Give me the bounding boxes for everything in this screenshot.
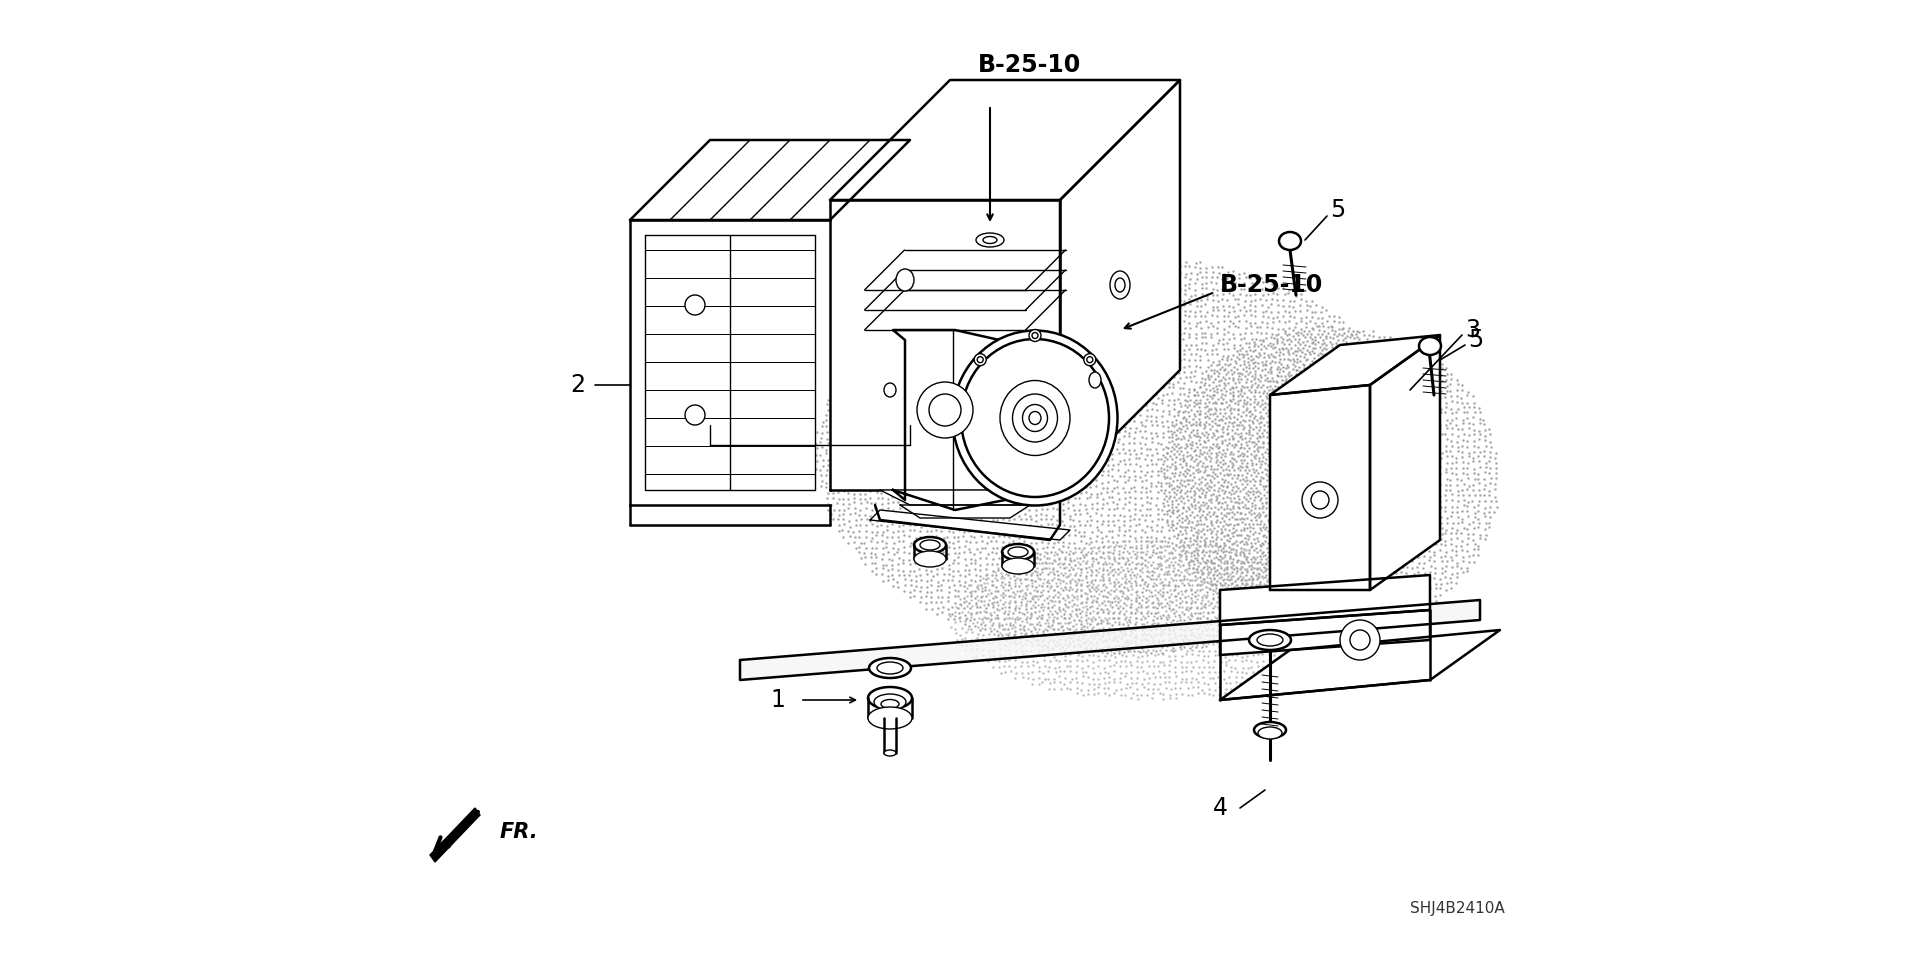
Polygon shape [1219,630,1500,700]
Circle shape [1029,330,1041,341]
Text: B-25-10: B-25-10 [979,53,1081,77]
Ellipse shape [1279,232,1302,250]
Polygon shape [900,505,1029,518]
Ellipse shape [1250,630,1290,650]
Ellipse shape [1008,547,1027,557]
Ellipse shape [952,331,1117,506]
Ellipse shape [1089,372,1100,388]
Polygon shape [1371,335,1440,590]
Circle shape [973,354,987,366]
Ellipse shape [1023,404,1048,431]
Circle shape [1302,482,1338,518]
Ellipse shape [1258,727,1283,739]
Ellipse shape [1002,544,1035,560]
Polygon shape [1219,610,1430,655]
Circle shape [929,394,962,426]
Ellipse shape [1000,380,1069,455]
Ellipse shape [874,694,906,710]
Polygon shape [630,140,910,220]
Text: 2: 2 [570,373,586,397]
Text: SHJ4B2410A: SHJ4B2410A [1411,901,1505,916]
Polygon shape [829,200,1060,490]
Ellipse shape [1002,558,1035,574]
Circle shape [685,405,705,425]
Ellipse shape [1254,722,1286,738]
Ellipse shape [868,707,912,729]
Polygon shape [430,808,480,862]
Circle shape [1350,630,1371,650]
Ellipse shape [1029,412,1041,424]
Ellipse shape [1110,271,1131,299]
Polygon shape [829,80,1181,200]
Circle shape [1311,491,1329,509]
Text: B-25-10: B-25-10 [1219,273,1323,297]
Polygon shape [739,600,1480,680]
Circle shape [977,356,983,363]
Ellipse shape [883,750,897,756]
Ellipse shape [975,233,1004,247]
Ellipse shape [920,540,941,550]
Polygon shape [1269,335,1440,395]
Text: 1: 1 [770,688,785,712]
Polygon shape [879,490,1050,505]
Circle shape [1033,332,1039,338]
Text: 5: 5 [1331,198,1346,222]
Ellipse shape [983,237,996,243]
Polygon shape [1060,80,1181,490]
Ellipse shape [1012,394,1058,442]
Ellipse shape [1116,278,1125,292]
Ellipse shape [914,537,947,553]
Text: 5: 5 [1469,328,1484,352]
Text: FR.: FR. [499,822,540,842]
Circle shape [685,295,705,315]
Ellipse shape [1258,634,1283,646]
Polygon shape [1219,575,1430,625]
Ellipse shape [877,662,902,674]
Polygon shape [870,510,1069,540]
Polygon shape [1269,385,1371,590]
Circle shape [1083,354,1096,366]
Ellipse shape [881,699,899,709]
Circle shape [1087,356,1092,363]
Ellipse shape [962,339,1110,497]
Ellipse shape [883,383,897,397]
Ellipse shape [1419,337,1442,355]
Text: 3: 3 [1465,318,1480,342]
Circle shape [918,382,973,438]
Ellipse shape [870,658,910,678]
Ellipse shape [914,551,947,567]
Text: 4: 4 [1213,796,1227,820]
Ellipse shape [897,269,914,291]
Ellipse shape [868,687,912,709]
Circle shape [1340,620,1380,660]
